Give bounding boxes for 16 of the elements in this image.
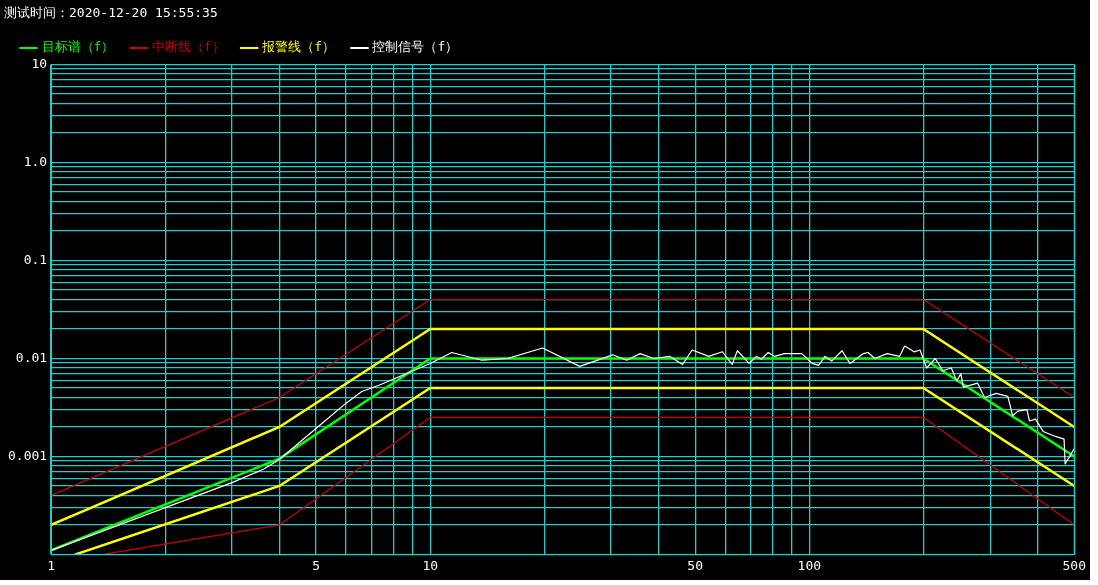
x-tick-label: 500 — [1062, 557, 1086, 573]
y-tick-label: 1.0 — [23, 153, 48, 169]
legend-label: 目标谱（f） — [41, 39, 115, 55]
legend-label: 控制信号（f） — [372, 39, 459, 55]
y-tick-label: 0.001 — [7, 447, 48, 463]
y-tick-label: 0.1 — [23, 251, 48, 267]
y-tick-label: 10 — [31, 55, 48, 71]
legend-label: 中断线（f） — [151, 39, 225, 55]
chart-title: 测试时间：2020-12-20 15:55:35 — [4, 5, 218, 21]
x-tick-label: 10 — [422, 557, 439, 573]
x-tick-label: 50 — [687, 557, 704, 573]
x-tick-label: 5 — [312, 557, 321, 573]
x-tick-label: 100 — [797, 557, 822, 573]
legend-label: 报警线（f） — [261, 39, 335, 55]
y-tick-label: 0.01 — [15, 349, 48, 365]
x-tick-label: 1 — [47, 557, 56, 573]
